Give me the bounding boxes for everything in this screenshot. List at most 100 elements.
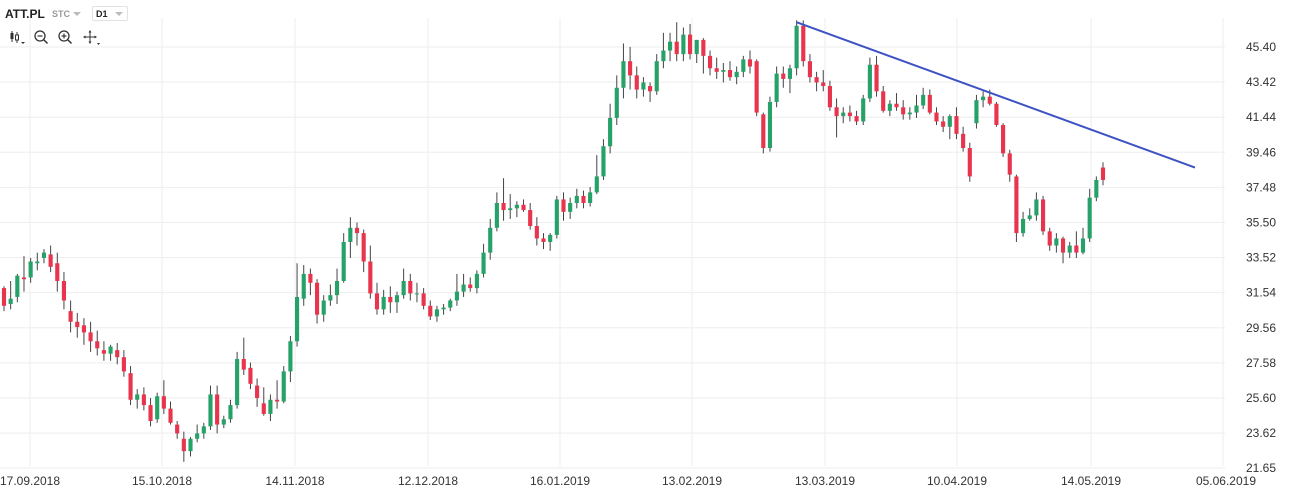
- candle: [661, 32, 666, 69]
- x-tick-label: 12.12.2018: [398, 474, 458, 488]
- y-tick-label: 25.60: [1246, 391, 1276, 405]
- candle: [468, 277, 473, 292]
- candles-style-icon[interactable]: [8, 28, 28, 48]
- interval-select[interactable]: D1: [92, 6, 128, 21]
- candle: [434, 305, 440, 322]
- candle-body: [474, 273, 479, 289]
- candle: [521, 199, 526, 212]
- candle: [1027, 208, 1032, 221]
- candle: [1094, 176, 1099, 202]
- candle-body: [181, 438, 186, 452]
- candle-body: [621, 61, 626, 88]
- candle-body: [568, 202, 573, 212]
- candle-body: [934, 112, 939, 122]
- candle: [1034, 192, 1039, 221]
- candle: [221, 415, 226, 429]
- candle-body: [128, 373, 133, 400]
- candle: [255, 378, 260, 407]
- candle: [448, 298, 453, 312]
- candle-body: [834, 107, 839, 117]
- candle: [1100, 162, 1106, 186]
- candle-body: [508, 208, 513, 211]
- candle-body: [188, 438, 193, 452]
- candle: [141, 387, 146, 411]
- candle-body: [774, 73, 779, 102]
- candle-body: [454, 291, 459, 301]
- candle-body: [208, 394, 213, 427]
- candle: [295, 263, 300, 347]
- candle: [441, 304, 446, 315]
- candle: [807, 54, 812, 83]
- candle: [374, 282, 380, 315]
- candle: [681, 27, 686, 62]
- candle-body: [667, 41, 673, 51]
- candle: [561, 192, 566, 221]
- candle-body: [348, 227, 353, 242]
- candle-body: [108, 346, 113, 354]
- candle: [75, 312, 80, 338]
- candle: [554, 195, 559, 239]
- candle: [981, 91, 986, 108]
- candle: [1007, 149, 1012, 182]
- candle: [1054, 233, 1059, 253]
- candle: [767, 96, 773, 152]
- candle-body: [68, 311, 73, 322]
- candle-body: [907, 112, 912, 115]
- candle-body: [301, 273, 306, 299]
- candle-body: [121, 357, 126, 372]
- candle: [621, 43, 626, 99]
- candle: [388, 286, 393, 313]
- candle-body: [674, 41, 679, 55]
- candle: [721, 62, 726, 83]
- crosshair-move-icon[interactable]: [81, 28, 101, 48]
- candle-body: [641, 82, 646, 90]
- candle-body: [941, 121, 946, 127]
- instrument-type-select[interactable]: STC: [48, 6, 86, 21]
- candle: [601, 139, 606, 180]
- candle: [941, 116, 946, 133]
- candle-body: [308, 273, 313, 283]
- zoom-out-icon[interactable]: [32, 28, 52, 48]
- candle: [275, 380, 280, 409]
- chevron-down-icon: [115, 12, 123, 16]
- candle-body: [987, 96, 992, 104]
- y-tick-label: 37.48: [1246, 180, 1276, 194]
- candle: [1087, 188, 1092, 242]
- candle: [68, 300, 73, 333]
- candle: [35, 252, 40, 271]
- candle-body: [388, 296, 393, 303]
- candle: [801, 20, 806, 67]
- candle: [21, 256, 27, 292]
- symbol-label: ATT.PL: [5, 7, 45, 21]
- candle: [894, 93, 899, 111]
- candle: [508, 194, 513, 219]
- candle: [754, 59, 759, 117]
- candle: [81, 318, 86, 345]
- candle-body: [288, 341, 293, 372]
- candle-body: [801, 25, 806, 62]
- candle-body: [95, 341, 100, 349]
- candle-body: [1074, 245, 1079, 253]
- candle: [208, 385, 213, 430]
- candle-body: [767, 101, 773, 149]
- candle-body: [48, 254, 53, 267]
- candle: [41, 249, 47, 264]
- x-tick-label: 13.03.2019: [795, 474, 855, 488]
- candle: [1014, 174, 1019, 242]
- candle-body: [727, 70, 733, 78]
- candle: [15, 273, 20, 303]
- candle-body: [61, 280, 67, 301]
- y-tick-label: 43.42: [1246, 75, 1276, 89]
- candle: [734, 66, 739, 85]
- candle-body: [1054, 238, 1059, 246]
- candle-body: [341, 241, 346, 281]
- zoom-in-icon[interactable]: [56, 28, 76, 48]
- candle-body: [1027, 215, 1032, 219]
- candle: [288, 335, 293, 383]
- candle-body: [521, 204, 526, 211]
- candle-body: [947, 116, 952, 127]
- candle: [481, 243, 486, 278]
- candle-body: [761, 114, 766, 149]
- candle: [361, 229, 366, 273]
